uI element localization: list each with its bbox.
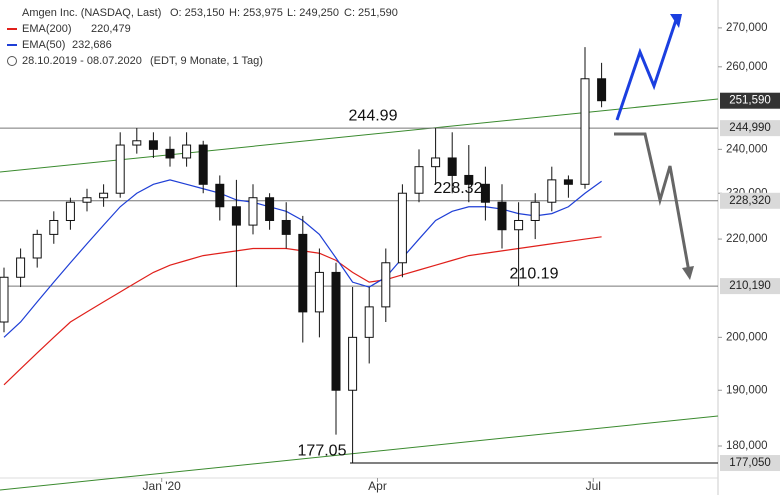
ohlc: L: 249,250 (287, 7, 339, 19)
x-tick-label: Jul (586, 479, 601, 493)
candle-body (514, 219, 524, 231)
y-tick-label: 180,000 (726, 440, 768, 452)
price-box-label: 244,990 (729, 122, 771, 134)
candle-body (580, 78, 590, 185)
price-box (720, 455, 780, 472)
price-box-label: 210,190 (729, 280, 771, 292)
y-tick-label: 200,000 (726, 331, 768, 343)
candle-body (165, 148, 175, 159)
price-box (720, 120, 780, 137)
clock-icon (7, 56, 17, 66)
candle-body (32, 233, 42, 259)
header-bg (0, 0, 280, 72)
level-annotation: 177.05 (298, 442, 347, 459)
price-box-label: 228,320 (729, 195, 771, 207)
price-box (720, 278, 780, 295)
legend-label: EMA(50) (22, 39, 65, 51)
candle-body (231, 206, 241, 226)
candle-body (281, 219, 291, 235)
y-tick-label: 190,000 (726, 384, 768, 396)
candle-body (82, 197, 92, 203)
ohlc: C: 251,590 (344, 7, 398, 19)
candle-body (99, 192, 109, 199)
candle-body (348, 336, 358, 391)
candle-body (397, 192, 407, 264)
candle-body (198, 144, 208, 185)
candle-body (414, 166, 424, 194)
scenario-arrow-up (615, 16, 679, 121)
y-tick-label: 270,000 (726, 22, 768, 34)
y-tick-label: 260,000 (726, 61, 768, 73)
candle-body (547, 179, 557, 203)
candle-body (0, 276, 9, 323)
legend-value: 220,479 (91, 23, 131, 35)
candle-body (314, 271, 324, 313)
level-annotation: 228.32 (434, 180, 483, 197)
candle-body (265, 197, 275, 221)
candle-body (115, 144, 125, 194)
candle-body (381, 262, 391, 308)
candle-body (331, 271, 341, 391)
last-price-label: 251,590 (729, 95, 771, 107)
candle-body (16, 257, 26, 278)
candle-body (480, 183, 490, 203)
period-note: (EDT, 9 Monate, 1 Tag) (150, 55, 263, 67)
candle-body (464, 174, 474, 185)
y-tick-label: 240,000 (726, 143, 768, 155)
candle-body (597, 78, 607, 102)
trend-line-lower (0, 415, 719, 491)
arrow-head (682, 266, 694, 280)
candle-body (298, 233, 308, 313)
candle-body (182, 144, 192, 159)
x-tick-label: Jan '20 (143, 479, 182, 493)
last-price-box (720, 92, 780, 109)
x-tick-label: Apr (368, 479, 387, 493)
candle-body (497, 201, 507, 231)
candle-body (431, 157, 441, 168)
legend-value: 232,686 (72, 39, 112, 51)
ohlc: O: 253,150 (170, 7, 224, 19)
price-box (720, 192, 780, 209)
arrow-head (670, 14, 682, 28)
candle-body (364, 306, 374, 338)
candle-body (49, 219, 59, 235)
axis-panel (718, 0, 780, 495)
candle-body (65, 201, 75, 221)
level-annotation: 244.99 (349, 107, 398, 124)
y-tick-label: 220,000 (726, 233, 768, 245)
candle-body (530, 201, 540, 221)
plot: 244.99 228.32 210.19 177.05 (0, 47, 718, 464)
candle-body (563, 179, 573, 185)
header-title: Amgen Inc. (NASDAQ, Last) (22, 7, 161, 19)
price-box-label: 177,050 (729, 457, 771, 469)
period: 28.10.2019 - 08.07.2020 (22, 55, 142, 67)
candle-body (215, 183, 225, 208)
level-annotation: 210.19 (510, 265, 559, 282)
scenario-arrow-down (614, 132, 691, 273)
legend-label: EMA(200) (22, 23, 72, 35)
candle-body (132, 140, 142, 146)
candle-body (148, 140, 158, 150)
candle-body (248, 197, 258, 226)
candle-body (447, 157, 457, 176)
ohlc: H: 253,975 (229, 7, 283, 19)
